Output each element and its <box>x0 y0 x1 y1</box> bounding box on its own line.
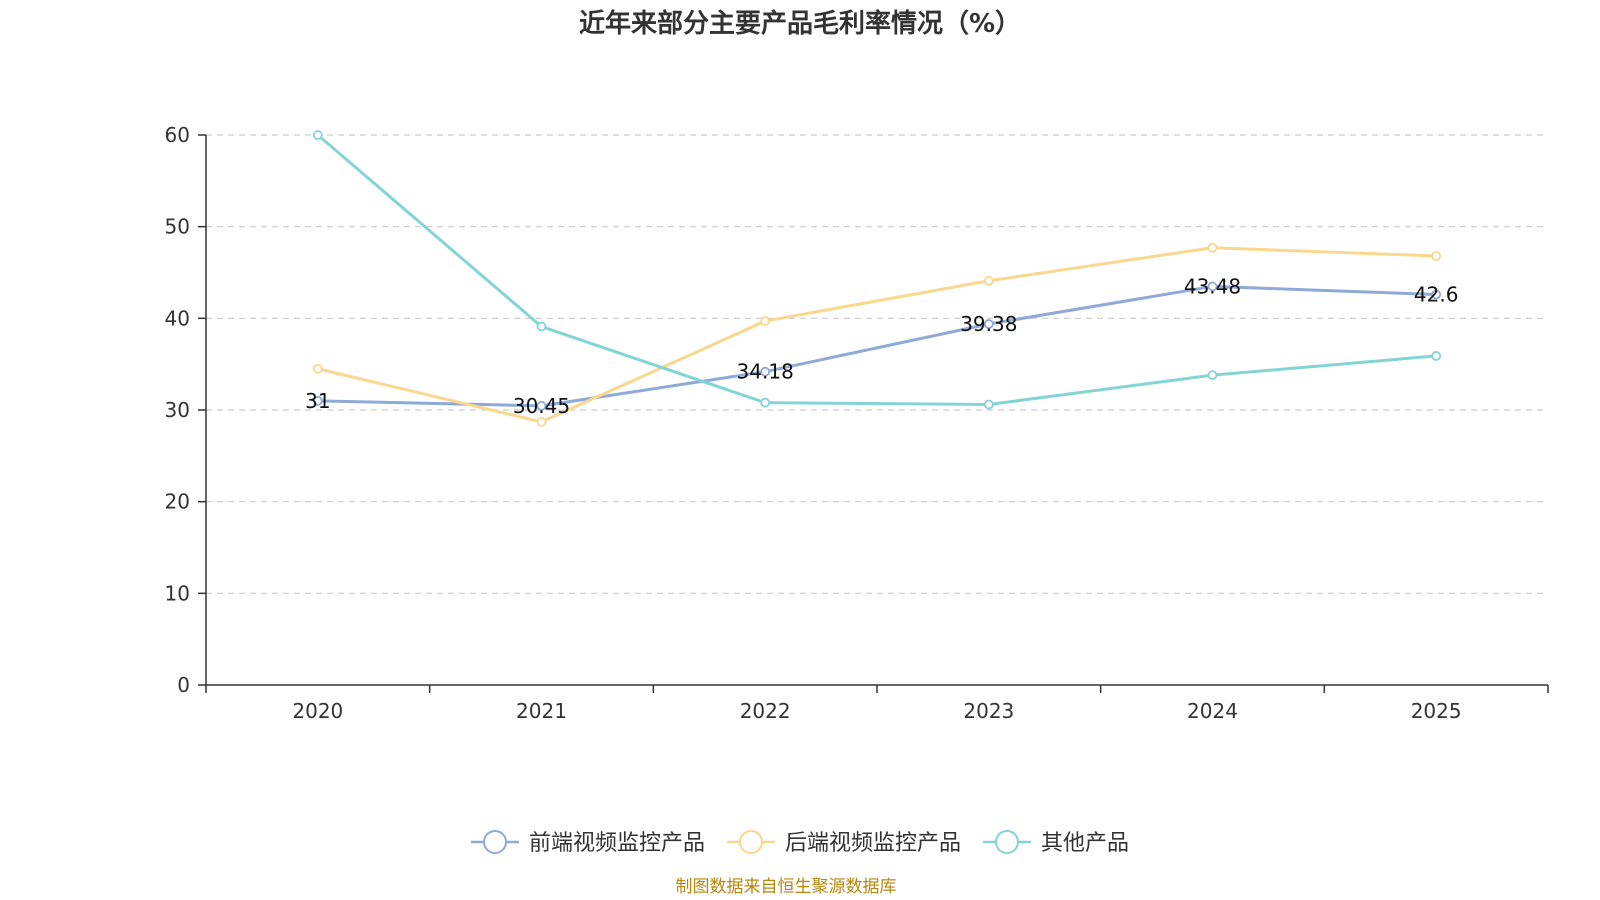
data-label: 34.18 <box>737 360 794 384</box>
grid-lines <box>206 134 1548 594</box>
data-label: 42.6 <box>1414 283 1459 307</box>
x-tick-label: 2022 <box>740 699 791 723</box>
series-group <box>312 130 1442 427</box>
data-label: 39.38 <box>960 312 1017 336</box>
y-tick-label: 10 <box>165 581 190 605</box>
x-tick-label: 2020 <box>292 699 343 723</box>
legend-label: 前端视频监控产品 <box>529 831 705 856</box>
legend-label: 后端视频监控产品 <box>785 831 961 856</box>
legend-marker-icon <box>739 830 763 854</box>
axes <box>198 134 1549 693</box>
data-point <box>1431 251 1442 261</box>
data-point <box>536 321 547 332</box>
series-line-2 <box>317 246 1437 424</box>
y-axis-ticks: 0 10 20 30 40 50 60 <box>165 123 190 697</box>
data-point <box>536 400 547 411</box>
data-label: 30.45 <box>513 394 570 418</box>
data-point <box>312 395 323 406</box>
series-line-3 <box>316 133 1437 406</box>
y-tick-label: 30 <box>165 398 190 422</box>
data-point <box>1207 242 1218 253</box>
data-point <box>983 319 994 329</box>
legend-item-2[interactable]: 后端视频监控产品 <box>727 830 961 856</box>
data-point <box>1207 281 1218 292</box>
data-label: 43.48 <box>1184 274 1241 298</box>
data-point <box>983 275 994 286</box>
data-point <box>760 366 771 377</box>
data-label: 31 <box>305 389 330 413</box>
x-tick-label: 2025 <box>1411 699 1462 723</box>
data-point <box>1431 289 1442 300</box>
legend-label: 其他产品 <box>1041 831 1129 856</box>
y-tick-label: 0 <box>177 673 190 697</box>
data-point <box>536 417 547 427</box>
x-tick-label: 2021 <box>516 699 567 723</box>
y-tick-label: 40 <box>165 306 190 330</box>
y-tick-label: 50 <box>165 215 190 239</box>
y-tick-label: 60 <box>165 123 190 147</box>
legend-marker-icon <box>483 830 507 854</box>
data-point <box>983 399 994 410</box>
chart-title: 近年来部分主要产品毛利率情况（%） <box>579 8 1021 39</box>
series-line-1 <box>317 284 1437 408</box>
x-axis-ticks: 2020 2021 2022 2023 2024 2025 <box>292 699 1461 723</box>
data-point <box>312 130 323 140</box>
data-labels: 31 30.45 34.18 39.38 43.48 42.6 <box>305 274 1458 417</box>
data-point <box>1431 351 1442 361</box>
x-tick-label: 2023 <box>963 699 1014 723</box>
legend-item-1[interactable]: 前端视频监控产品 <box>471 830 705 856</box>
source-note: 制图数据来自恒生聚源数据库 <box>676 877 897 897</box>
data-point <box>312 363 323 374</box>
legend[interactable]: 前端视频监控产品 后端视频监控产品 其他产品 <box>471 830 1129 856</box>
x-tick-label: 2024 <box>1187 699 1238 723</box>
data-point <box>1207 370 1218 381</box>
y-tick-label: 20 <box>165 490 190 514</box>
data-point <box>760 397 771 408</box>
legend-marker-icon <box>995 830 1019 854</box>
data-point <box>760 316 771 326</box>
legend-item-3[interactable]: 其他产品 <box>983 830 1129 856</box>
